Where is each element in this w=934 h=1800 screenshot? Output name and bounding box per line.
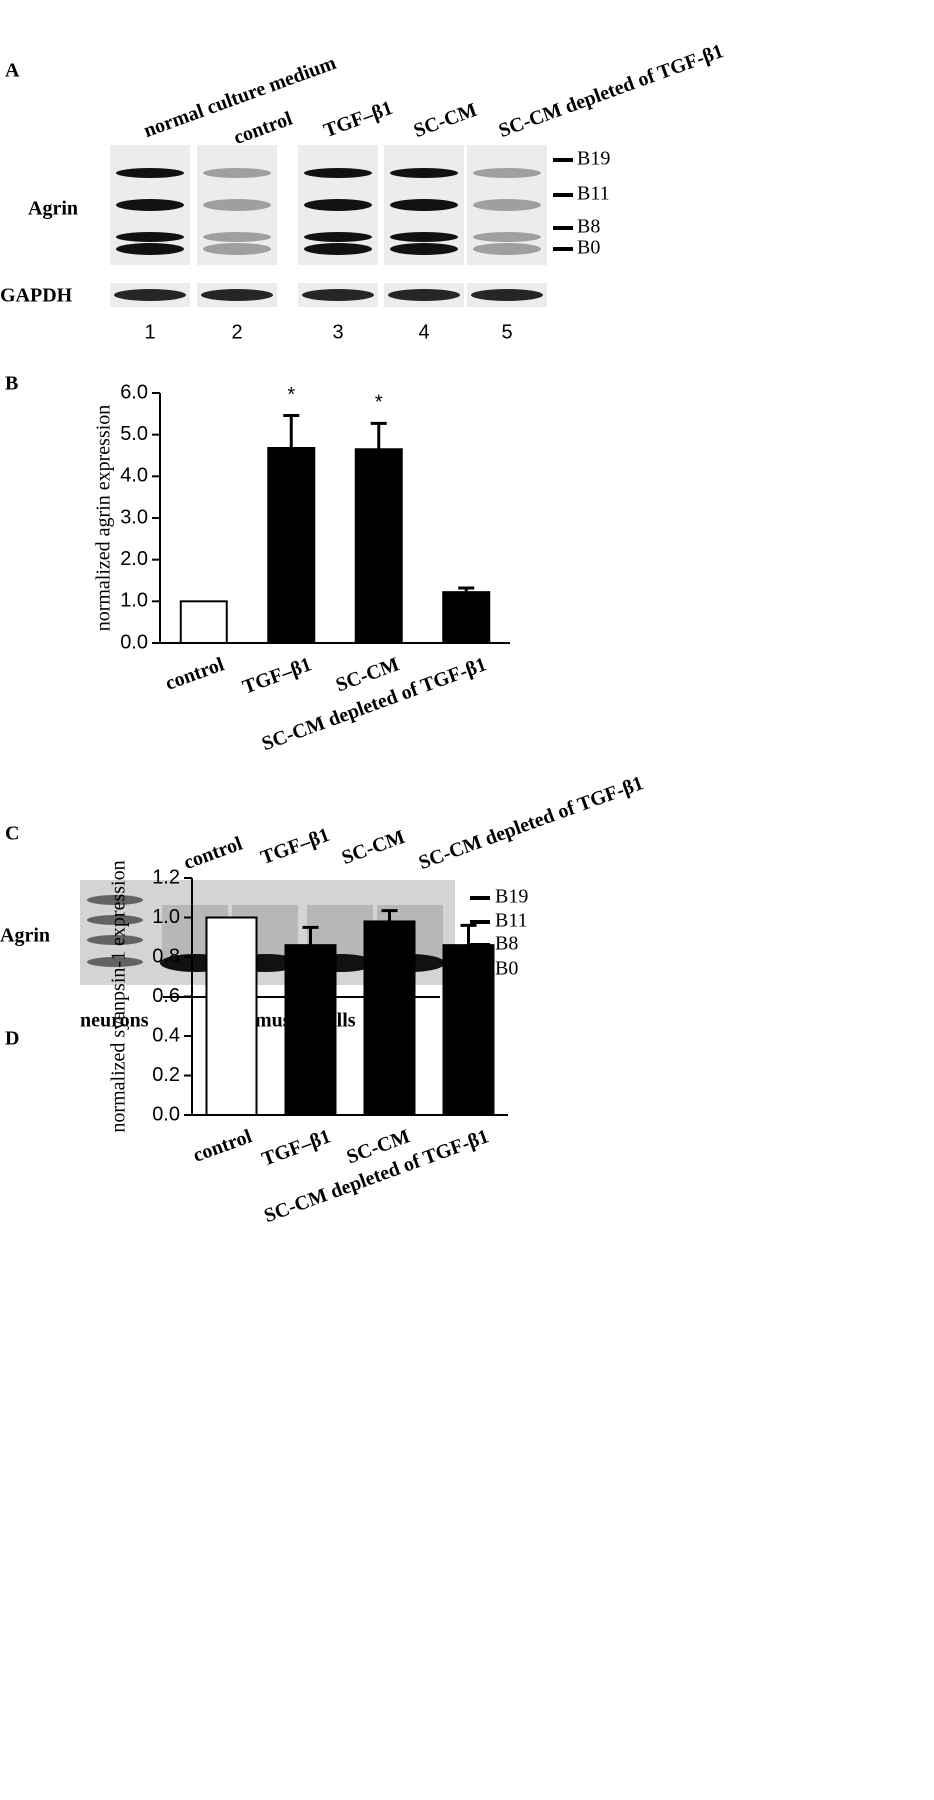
band xyxy=(203,199,271,211)
lane-number: 1 xyxy=(144,321,155,343)
band-label: B0 xyxy=(577,237,600,259)
bar xyxy=(267,447,316,644)
band xyxy=(302,289,374,301)
band xyxy=(473,232,541,242)
band xyxy=(116,199,184,211)
panel-label: B xyxy=(5,373,18,395)
error-bar xyxy=(283,414,300,448)
y-axis-title: normalized agrin expression xyxy=(93,405,115,632)
band-label: B0 xyxy=(495,958,518,980)
error-bar xyxy=(458,586,475,593)
bar xyxy=(354,448,403,644)
band xyxy=(87,935,143,945)
error-bar xyxy=(381,909,398,922)
band-label: B11 xyxy=(577,183,610,205)
band xyxy=(116,232,184,242)
band-label: B8 xyxy=(495,933,518,955)
y-tick-label: 1.2 xyxy=(152,866,180,888)
lane-header: SC-CM xyxy=(411,99,480,142)
lane-header: TGF–β1 xyxy=(321,97,396,142)
error-bar xyxy=(302,925,319,946)
y-tick-label: 0.4 xyxy=(152,1024,180,1046)
blot-lane xyxy=(467,145,547,265)
band xyxy=(87,915,143,925)
row-label: GAPDH xyxy=(0,285,73,307)
band xyxy=(473,168,541,178)
lane-number: 4 xyxy=(418,321,429,343)
band xyxy=(390,199,458,211)
lane-number: 5 xyxy=(501,321,512,343)
band xyxy=(304,168,372,178)
error-bar xyxy=(370,421,387,450)
bar xyxy=(363,920,416,1117)
band-label: B11 xyxy=(495,910,528,932)
band xyxy=(304,199,372,211)
bar xyxy=(442,591,491,645)
x-tick-label: control xyxy=(162,653,227,695)
band xyxy=(304,243,372,255)
band xyxy=(114,289,186,301)
band xyxy=(201,289,273,301)
y-tick-label: 6.0 xyxy=(120,381,148,403)
y-tick-label: 0.8 xyxy=(152,945,180,967)
y-tick-label: 0.0 xyxy=(120,631,148,653)
band xyxy=(203,243,271,255)
lane-header: control xyxy=(231,107,296,149)
lane-header: TGF–β1 xyxy=(258,824,333,869)
panel-label: C xyxy=(5,823,19,845)
y-tick-label: 0.0 xyxy=(152,1103,180,1125)
bar xyxy=(442,944,495,1117)
band xyxy=(304,232,372,242)
band xyxy=(87,957,143,967)
annotation: * xyxy=(287,384,295,406)
band xyxy=(390,243,458,255)
y-tick-label: 1.0 xyxy=(152,906,180,928)
band-label: B19 xyxy=(495,886,528,908)
band-label: B19 xyxy=(577,148,610,170)
band-label: B8 xyxy=(577,216,600,238)
band xyxy=(388,289,460,301)
y-tick-label: 0.2 xyxy=(152,1064,180,1086)
x-tick-label: TGF–β1 xyxy=(259,1125,334,1170)
band xyxy=(390,168,458,178)
panel-label: D xyxy=(5,1028,19,1050)
lane-number: 2 xyxy=(231,321,242,343)
bar xyxy=(205,916,258,1116)
lane-header: SC-CM depleted of TGF-β1 xyxy=(496,40,727,142)
lane-header: SC-CM xyxy=(339,826,408,869)
bar xyxy=(284,944,337,1117)
row-label: Agrin xyxy=(0,925,50,947)
panel-label: A xyxy=(5,60,20,82)
lane-number: 3 xyxy=(332,321,343,343)
y-axis-title: normalized syanpsin-1 expression xyxy=(108,860,130,1132)
band xyxy=(116,168,184,178)
blot-lane xyxy=(197,145,277,265)
band xyxy=(390,232,458,242)
lane-header: control xyxy=(181,832,246,874)
y-tick-label: 3.0 xyxy=(120,506,148,528)
x-tick-label: TGF–β1 xyxy=(240,653,315,698)
y-tick-label: 1.0 xyxy=(120,590,148,612)
bar xyxy=(179,600,228,644)
lane-header: SC-CM depleted of TGF-β1 xyxy=(416,772,647,874)
y-tick-label: 5.0 xyxy=(120,423,148,445)
row-label: Agrin xyxy=(28,198,78,220)
band xyxy=(471,289,543,301)
y-tick-label: 4.0 xyxy=(120,465,148,487)
band xyxy=(116,243,184,255)
annotation: * xyxy=(375,392,383,414)
x-tick-label: control xyxy=(190,1125,255,1167)
band xyxy=(473,199,541,211)
band xyxy=(203,168,271,178)
y-tick-label: 0.6 xyxy=(152,985,180,1007)
error-bar xyxy=(460,923,477,946)
band xyxy=(87,895,143,905)
band xyxy=(473,243,541,255)
y-tick-label: 2.0 xyxy=(120,548,148,570)
band xyxy=(203,232,271,242)
group-label: neurons xyxy=(80,1010,149,1032)
